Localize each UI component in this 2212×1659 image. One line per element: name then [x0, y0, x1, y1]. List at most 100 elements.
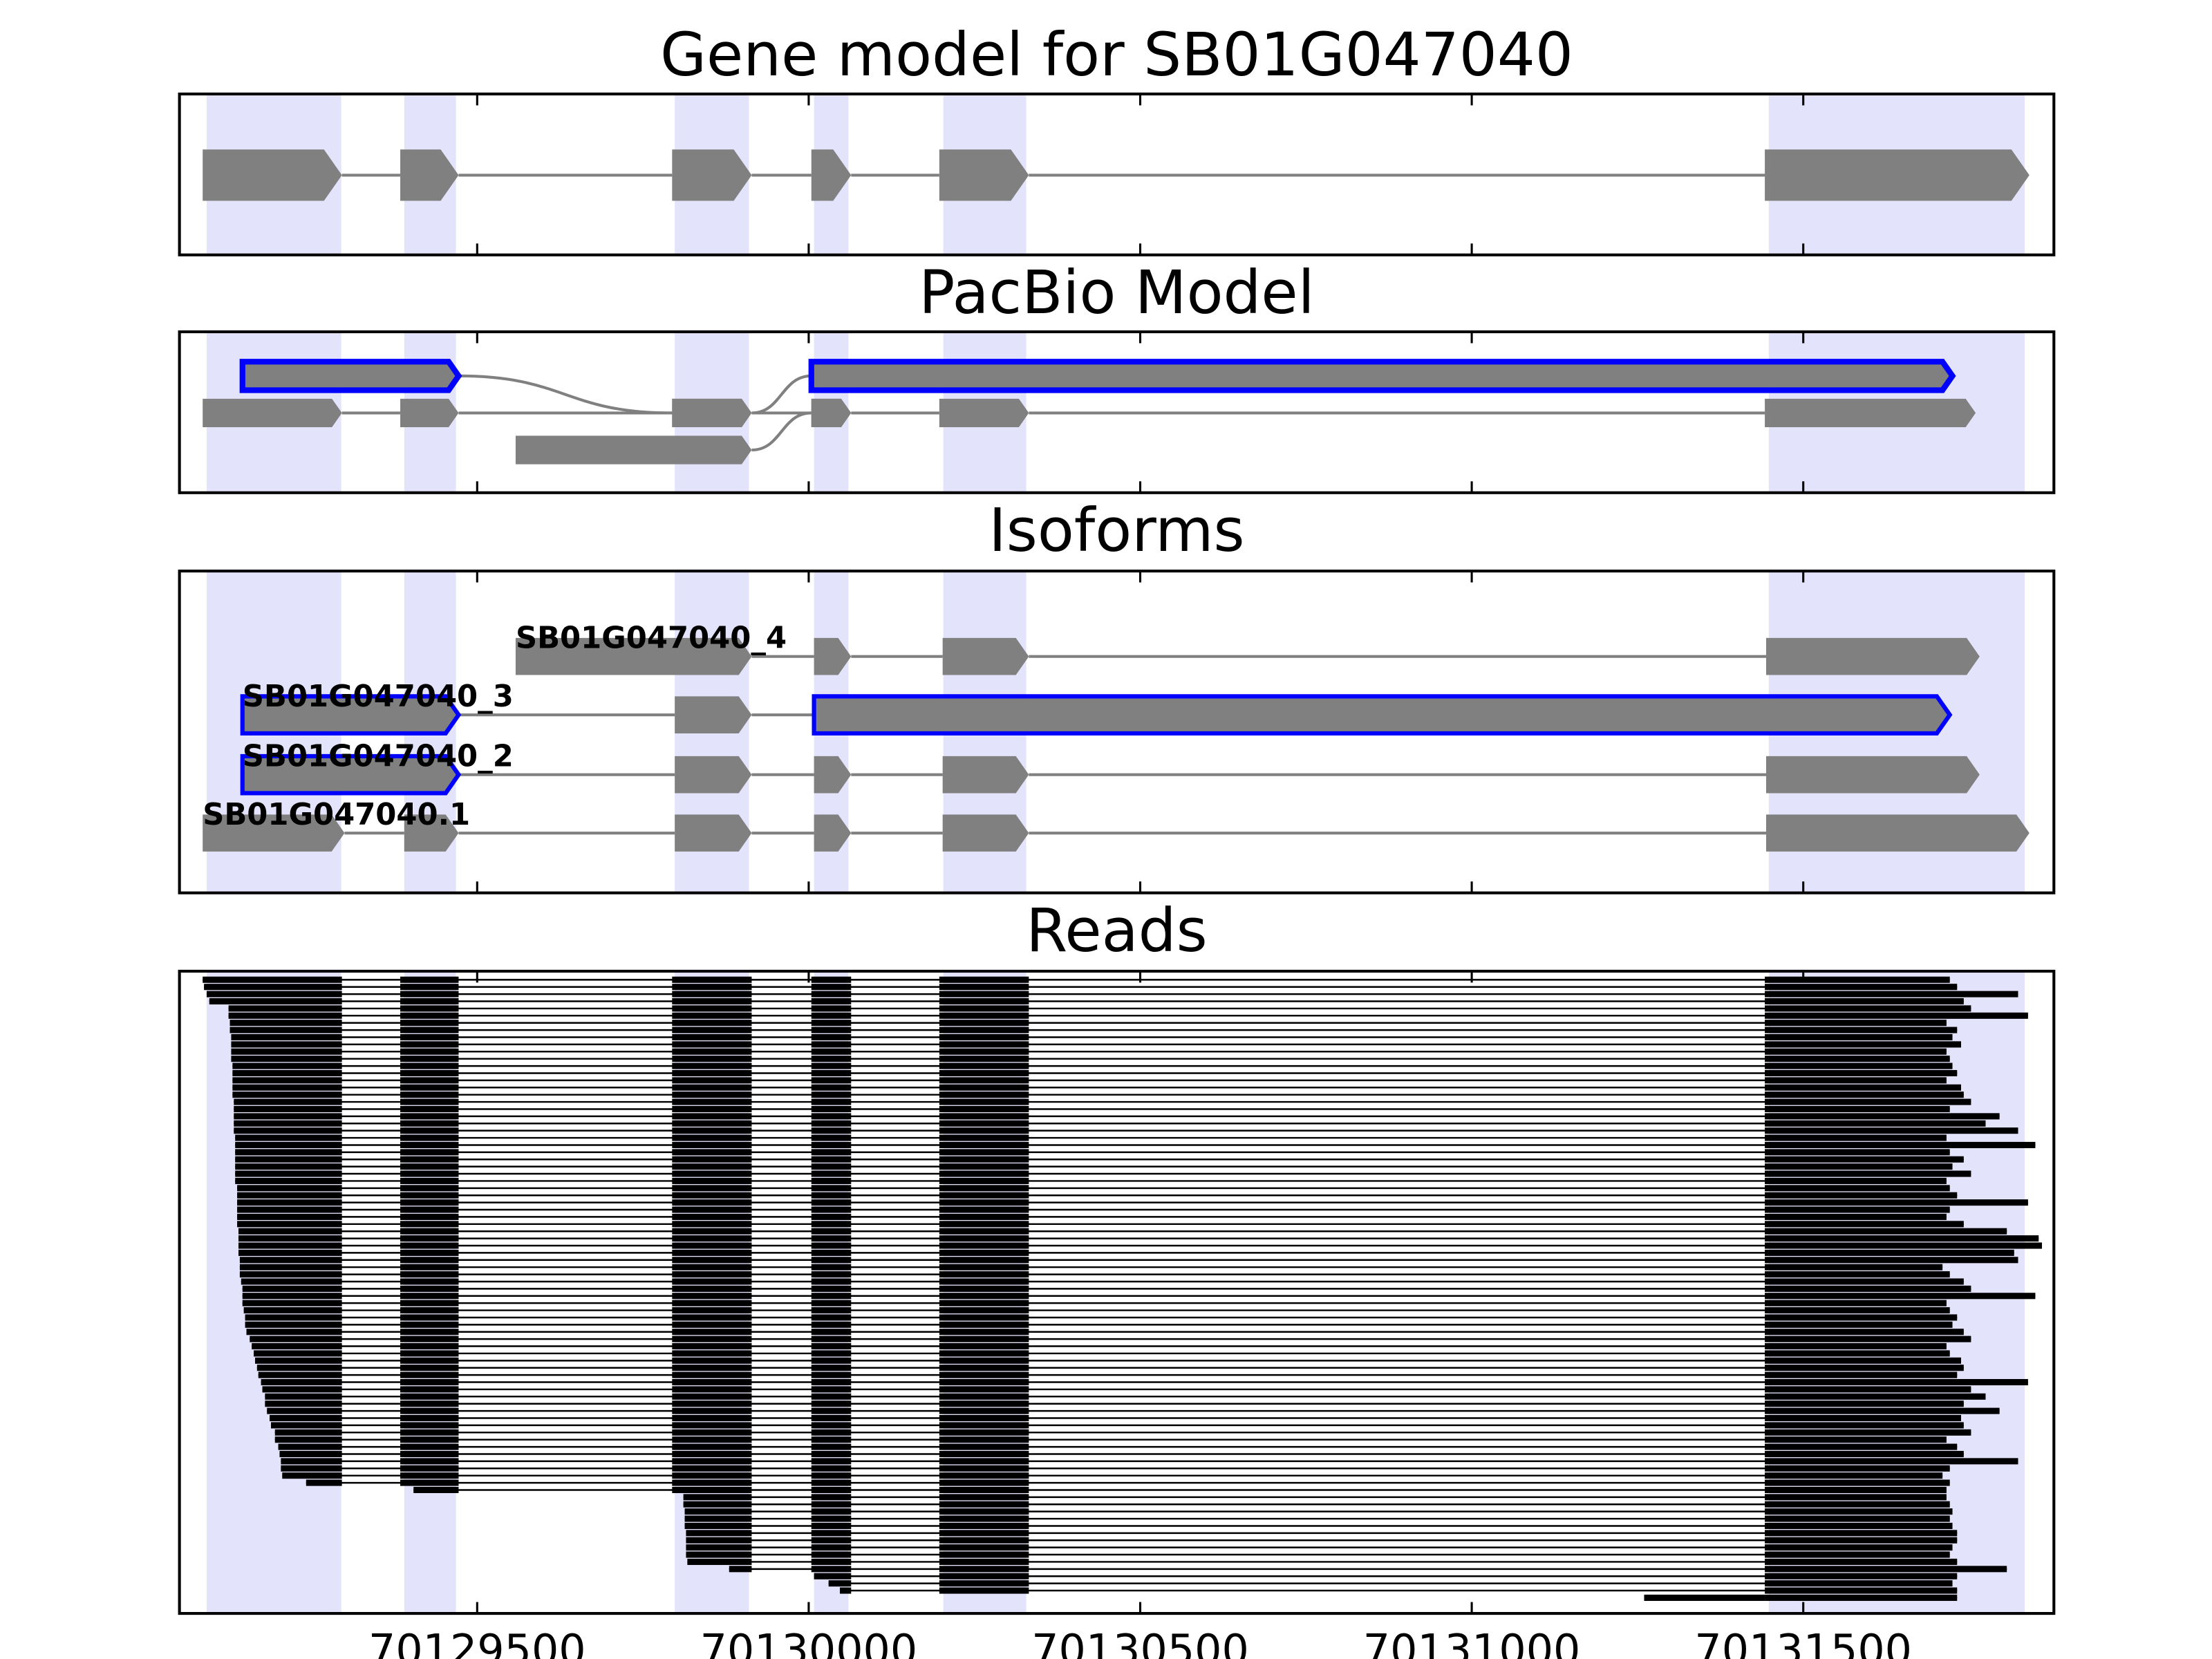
- read-block: [811, 1537, 852, 1544]
- read-block: [400, 1422, 459, 1429]
- read-block: [939, 1515, 1029, 1522]
- read-block: [672, 1321, 752, 1328]
- read-block: [939, 1278, 1029, 1285]
- read-block: [939, 1285, 1029, 1292]
- read-block: [811, 1249, 852, 1256]
- read-block: [1765, 1033, 1953, 1041]
- read-block: [811, 1141, 852, 1148]
- read-block: [672, 1443, 752, 1450]
- read-block: [672, 1134, 752, 1141]
- read-block: [306, 1479, 342, 1486]
- read-block: [270, 1414, 342, 1422]
- read-block: [237, 1185, 342, 1192]
- read-block: [672, 1285, 752, 1292]
- read-block: [672, 1170, 752, 1177]
- read-block: [239, 1271, 342, 1278]
- read-block: [1765, 1343, 1947, 1350]
- read-block: [231, 1041, 342, 1048]
- read-block: [672, 1329, 752, 1335]
- read-block: [672, 1062, 752, 1069]
- read-block: [939, 1393, 1029, 1400]
- read-block: [939, 1522, 1029, 1529]
- read-block: [672, 1177, 752, 1184]
- read-block: [1765, 1213, 1947, 1220]
- read-block: [684, 1522, 752, 1529]
- read-block: [672, 1465, 752, 1472]
- read-block: [245, 1314, 342, 1321]
- read-block: [939, 1587, 1029, 1594]
- read-block: [1644, 1594, 1765, 1601]
- read-block: [939, 1213, 1029, 1220]
- read-block: [1765, 1422, 1964, 1429]
- read-block: [939, 1199, 1029, 1206]
- read-block: [811, 1091, 852, 1098]
- read-block: [811, 1357, 852, 1364]
- read-block: [811, 1343, 852, 1350]
- read-block: [672, 997, 752, 1005]
- read-block: [672, 991, 752, 997]
- read-block: [400, 1293, 459, 1300]
- read-block: [400, 1221, 459, 1228]
- read-block: [939, 1580, 1029, 1587]
- read-block: [400, 1228, 459, 1235]
- read-block: [238, 1249, 342, 1256]
- read-block: [687, 1558, 752, 1565]
- read-block: [245, 1321, 342, 1328]
- read-block: [1765, 1486, 1947, 1494]
- read-block: [1765, 997, 1964, 1005]
- read-block: [811, 1393, 852, 1400]
- read-block: [228, 1012, 342, 1019]
- read-block: [939, 1479, 1029, 1486]
- read-block: [1765, 1113, 2000, 1120]
- x-tick-label: 70129500: [368, 1625, 586, 1659]
- read-block: [672, 1407, 752, 1414]
- read-block: [939, 1185, 1029, 1192]
- read-block: [672, 1033, 752, 1041]
- read-block: [400, 1199, 459, 1206]
- read-block: [400, 1458, 459, 1465]
- isoform-label: SB01G047040_2: [243, 739, 514, 774]
- read-block: [811, 1105, 852, 1113]
- read-block: [939, 1177, 1029, 1184]
- read-block: [672, 1343, 752, 1350]
- read-block: [400, 1343, 459, 1350]
- exon: [240, 753, 462, 796]
- read-block: [400, 1307, 459, 1314]
- read-block: [939, 976, 1029, 983]
- read-block: [235, 1177, 342, 1184]
- read-block: [939, 1012, 1029, 1019]
- exon: [1765, 149, 2030, 201]
- read-block: [242, 1293, 342, 1300]
- read-block: [1765, 1386, 1971, 1393]
- read-block: [400, 984, 459, 991]
- read-block: [672, 1400, 752, 1407]
- read-block: [939, 1293, 1029, 1300]
- read-block: [672, 1365, 752, 1371]
- read-block: [811, 1307, 852, 1314]
- read-block: [1765, 1091, 1964, 1098]
- read-block: [811, 1027, 852, 1033]
- read-block: [811, 1242, 852, 1249]
- read-block: [684, 1508, 752, 1515]
- read-block: [939, 1365, 1029, 1371]
- read-block: [282, 1472, 342, 1479]
- read-block: [400, 1378, 459, 1386]
- exon: [404, 814, 459, 852]
- read-block: [235, 1170, 342, 1177]
- read-block: [1765, 1400, 1964, 1407]
- read-block: [939, 1551, 1029, 1558]
- read-block: [811, 1156, 852, 1163]
- read-block: [939, 1056, 1029, 1062]
- exon: [942, 814, 1029, 852]
- exon: [203, 149, 342, 201]
- read-block: [270, 1422, 342, 1429]
- read-block: [811, 1127, 852, 1134]
- read-block: [400, 1386, 459, 1393]
- read-block: [811, 976, 852, 983]
- read-block: [811, 1314, 852, 1321]
- read-block: [413, 1486, 459, 1494]
- read-block: [232, 1077, 342, 1084]
- read-block: [672, 1486, 752, 1494]
- read-block: [811, 1494, 852, 1501]
- panel-title: PacBio Model: [919, 259, 1315, 328]
